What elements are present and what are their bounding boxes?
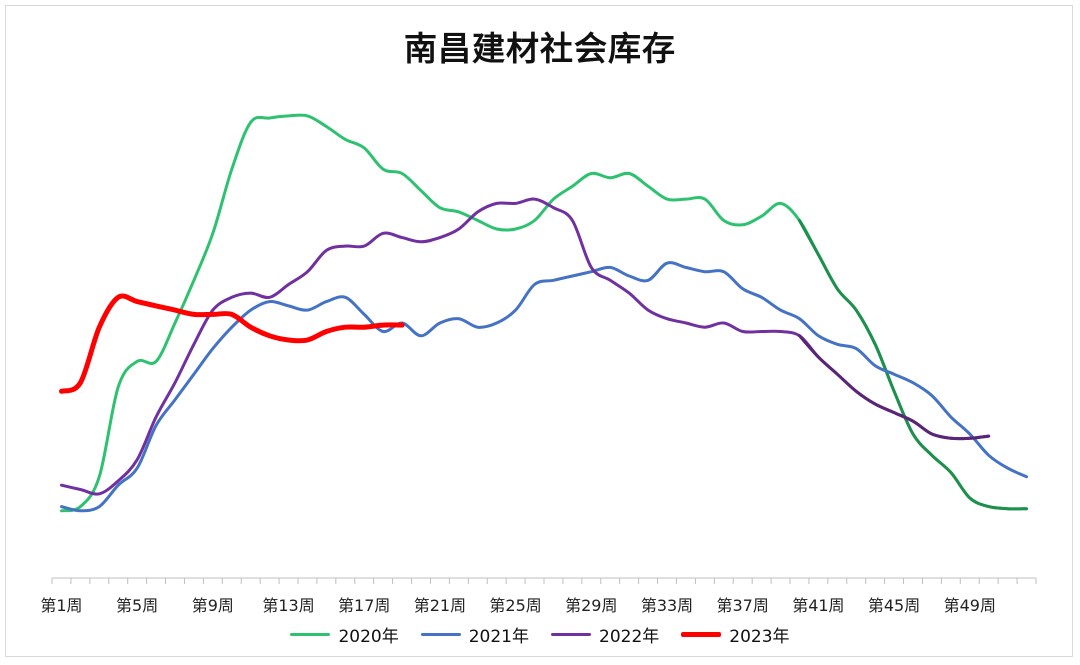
x-tick-label: 第29周 bbox=[565, 596, 617, 615]
series-line-2021年 bbox=[60, 261, 1028, 513]
chart-legend: 2020年 2021年 2022年 2023年 bbox=[0, 622, 1080, 647]
legend-item: 2023年 bbox=[681, 622, 790, 647]
legend-label: 2023年 bbox=[729, 627, 790, 647]
x-tick-label: 第13周 bbox=[262, 596, 314, 615]
x-tick-label: 第5周 bbox=[116, 596, 158, 615]
x-tick-label: 第37周 bbox=[717, 596, 769, 615]
x-tick-label: 第25周 bbox=[489, 596, 541, 615]
x-tick-label: 第9周 bbox=[192, 596, 234, 615]
series-line-segment-2022年 bbox=[798, 334, 991, 441]
x-tick-label: 第41周 bbox=[792, 596, 844, 615]
legend-item: 2021年 bbox=[420, 622, 529, 647]
legend-swatch bbox=[420, 633, 461, 636]
x-tick-label: 第49周 bbox=[944, 596, 996, 615]
x-tick-label: 第33周 bbox=[641, 596, 693, 615]
legend-item: 2020年 bbox=[290, 622, 399, 647]
legend-label: 2021年 bbox=[468, 627, 529, 647]
legend-item: 2022年 bbox=[551, 622, 659, 647]
legend-swatch bbox=[290, 633, 331, 636]
series-line-2023年 bbox=[59, 293, 405, 394]
legend-swatch bbox=[551, 633, 591, 636]
x-tick-label: 第21周 bbox=[414, 596, 466, 615]
chart-frame bbox=[5, 5, 1073, 657]
x-tick-label: 第17周 bbox=[338, 596, 390, 615]
x-tick-label: 第45周 bbox=[868, 596, 920, 615]
legend-label: 2020年 bbox=[338, 627, 399, 647]
x-tick-label: 第1周 bbox=[40, 596, 82, 615]
legend-swatch bbox=[681, 632, 722, 637]
legend-label: 2022年 bbox=[599, 627, 660, 647]
series-line-segment-2020年 bbox=[798, 219, 1028, 511]
chart-title: 南昌建材社会库存 bbox=[404, 29, 676, 68]
